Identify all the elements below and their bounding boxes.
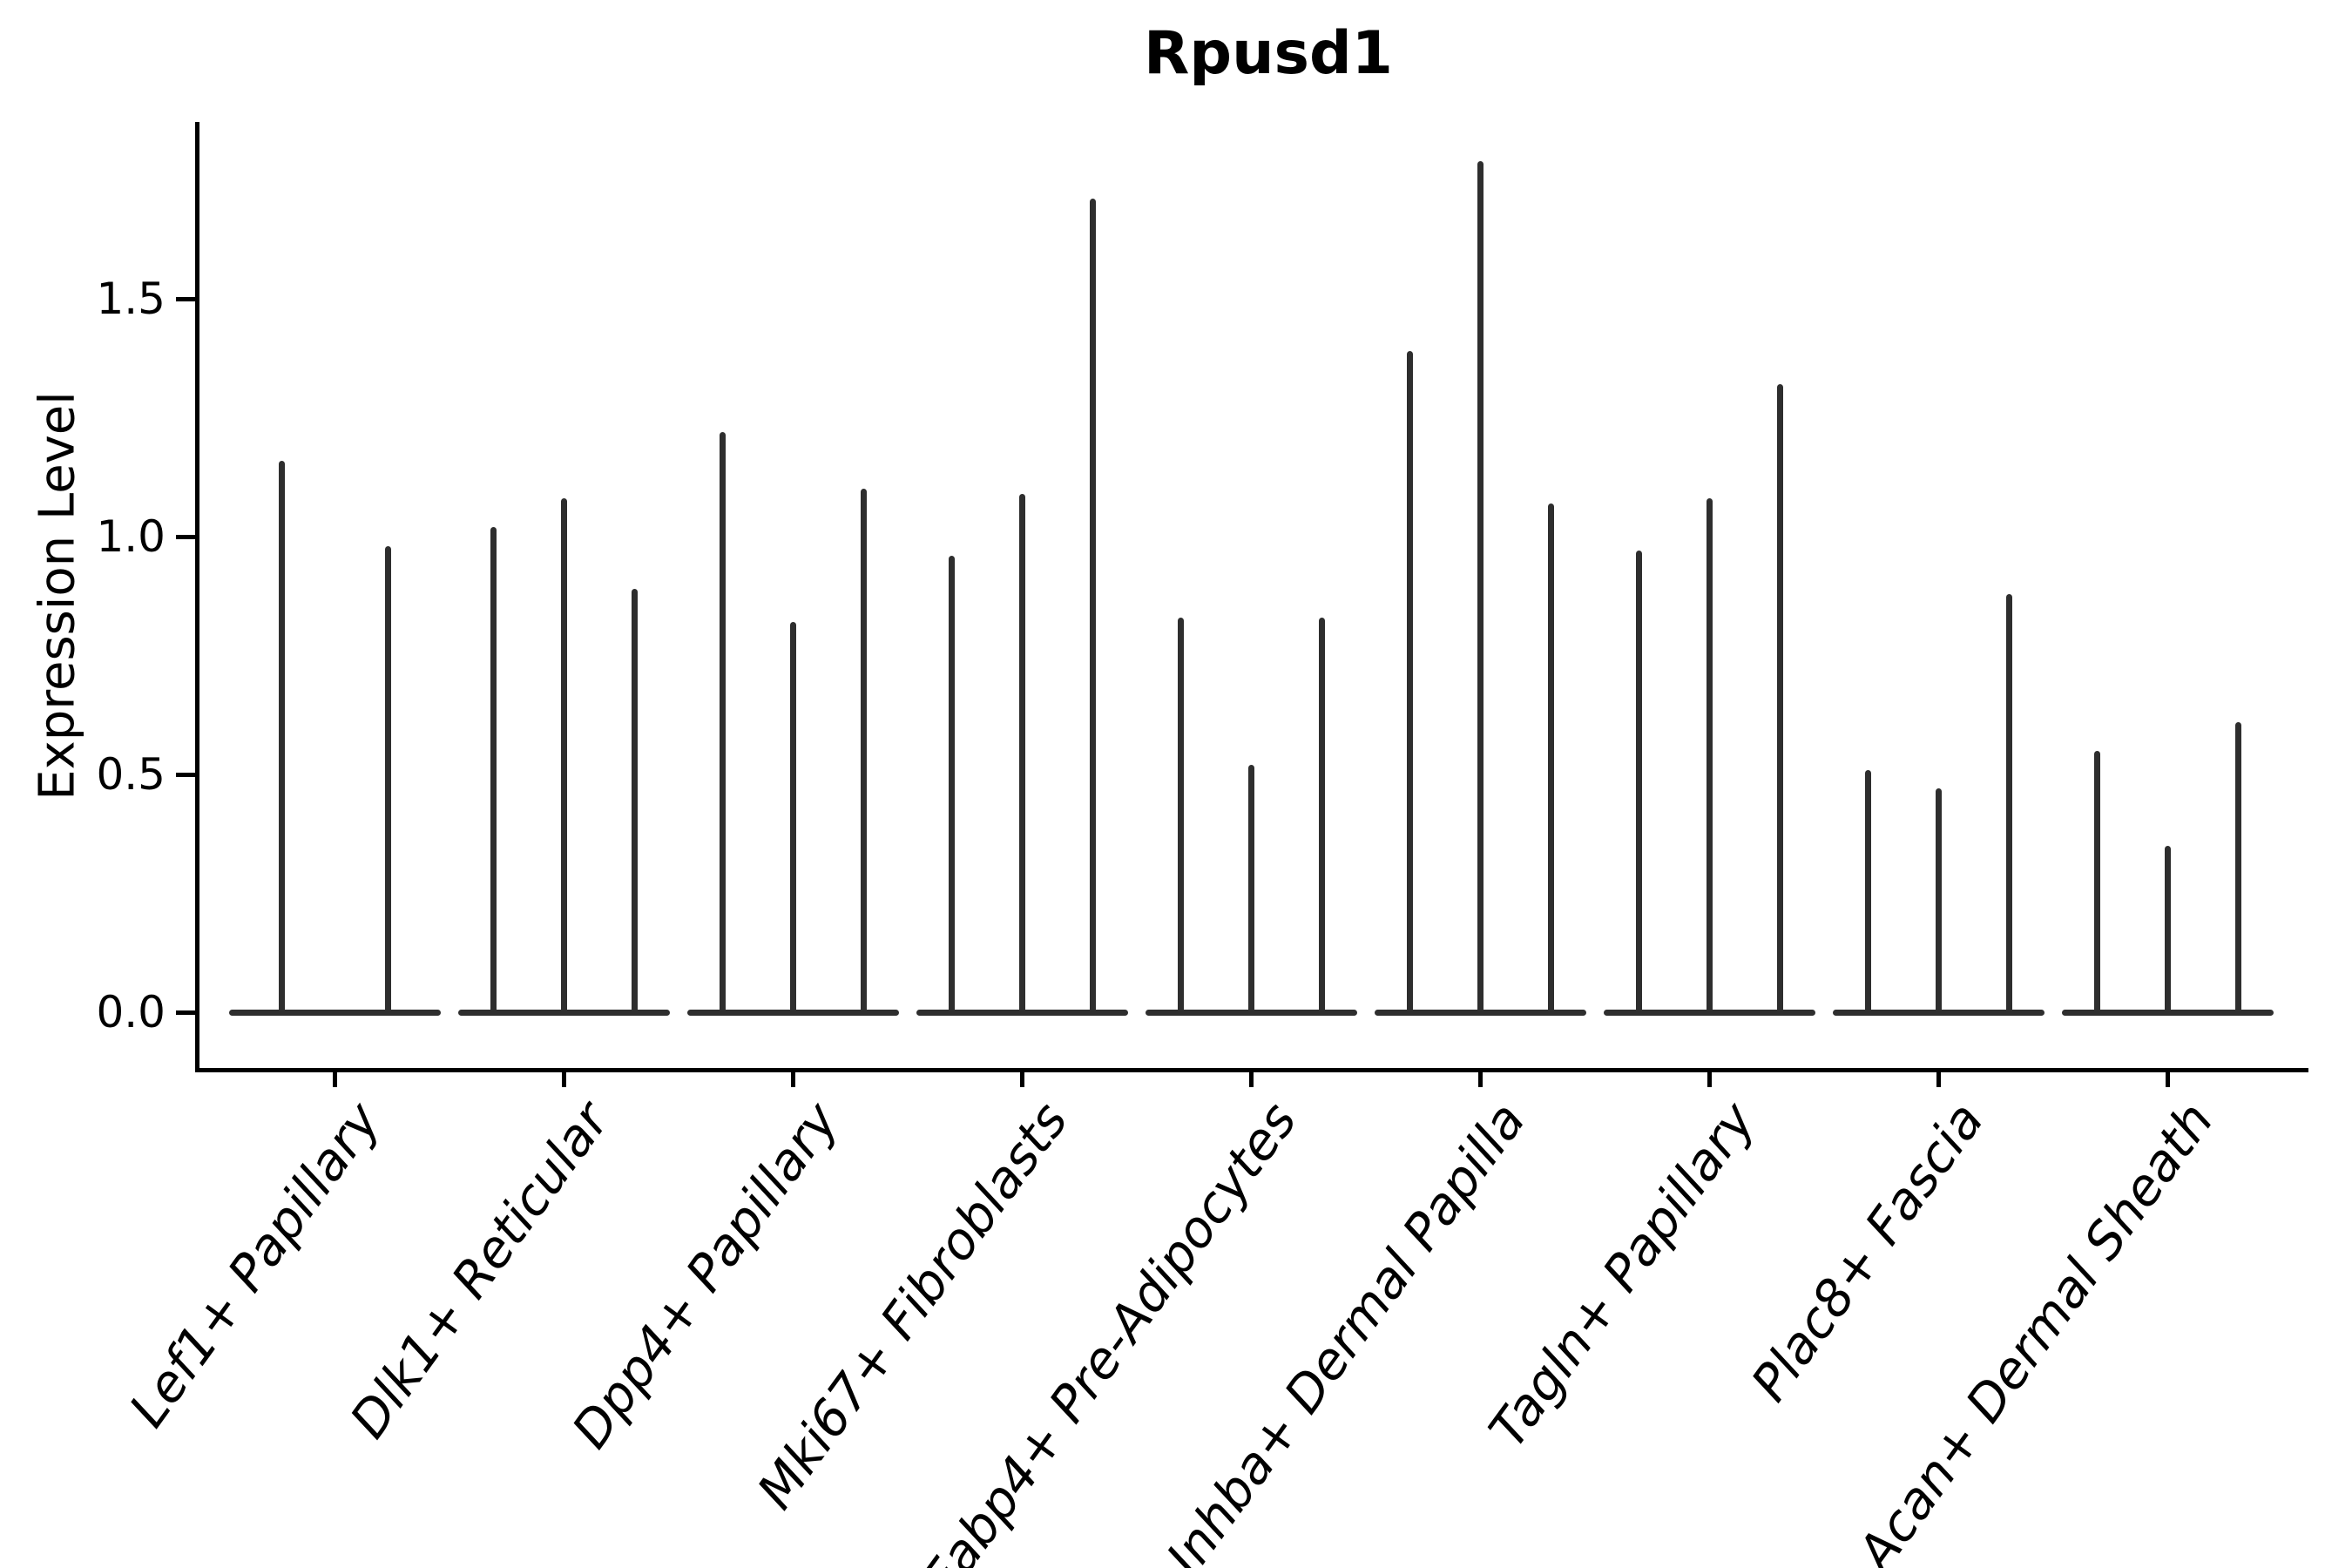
y-tick-mark [176,296,195,301]
y-axis-label: Expression Level [29,391,86,801]
violin [632,589,638,1014]
x-tick-label: Tagln+ Papillary [1477,1092,1767,1459]
x-tick-label: Lef1+ Papillary [117,1092,392,1438]
violin [384,545,391,1014]
violin [1777,384,1783,1014]
y-tick-mark [176,1010,195,1015]
x-tick-mark [562,1070,566,1087]
violin [1636,551,1642,1014]
violin [1548,503,1554,1014]
violin [279,460,286,1014]
violin [2094,750,2100,1014]
y-tick-mark [176,772,195,777]
chart-title: Rpusd1 [1144,19,1393,88]
violin [949,555,955,1014]
x-tick-label: Plac8+ Fascia [1740,1092,1996,1412]
x-tick-mark [333,1070,337,1087]
x-tick-mark [1936,1070,1941,1087]
y-tick-label: 0.0 [96,987,166,1037]
violin [2235,721,2241,1014]
violin [790,622,796,1014]
x-tick-label: Dlk1+ Reticular [338,1092,621,1449]
violin [2006,593,2012,1014]
violin [1407,351,1413,1014]
violin [720,431,726,1014]
x-tick-mark [1020,1070,1024,1087]
violin-baseline [229,1009,441,1016]
violin [1865,769,1871,1014]
violin [1178,617,1184,1014]
violin [561,498,567,1014]
x-tick-label: Dpp4+ Papillary [560,1092,850,1459]
violin [1248,765,1254,1014]
x-tick-mark [1249,1070,1254,1087]
violin [1090,199,1096,1014]
violin [1936,788,1942,1014]
y-tick-mark [176,534,195,539]
violin [2165,845,2171,1014]
y-tick-label: 1.0 [96,511,166,562]
violin [1707,498,1713,1014]
x-tick-mark [1707,1070,1712,1087]
y-tick-label: 0.5 [96,749,166,800]
x-tick-mark [1478,1070,1483,1087]
violin [1477,160,1484,1014]
x-tick-mark [791,1070,795,1087]
x-tick-mark [2166,1070,2170,1087]
y-tick-label: 1.5 [96,274,166,324]
violin [1019,493,1025,1014]
violin [490,527,497,1014]
y-axis-spine [194,122,199,1070]
violin [1319,617,1325,1014]
violin [861,489,867,1014]
